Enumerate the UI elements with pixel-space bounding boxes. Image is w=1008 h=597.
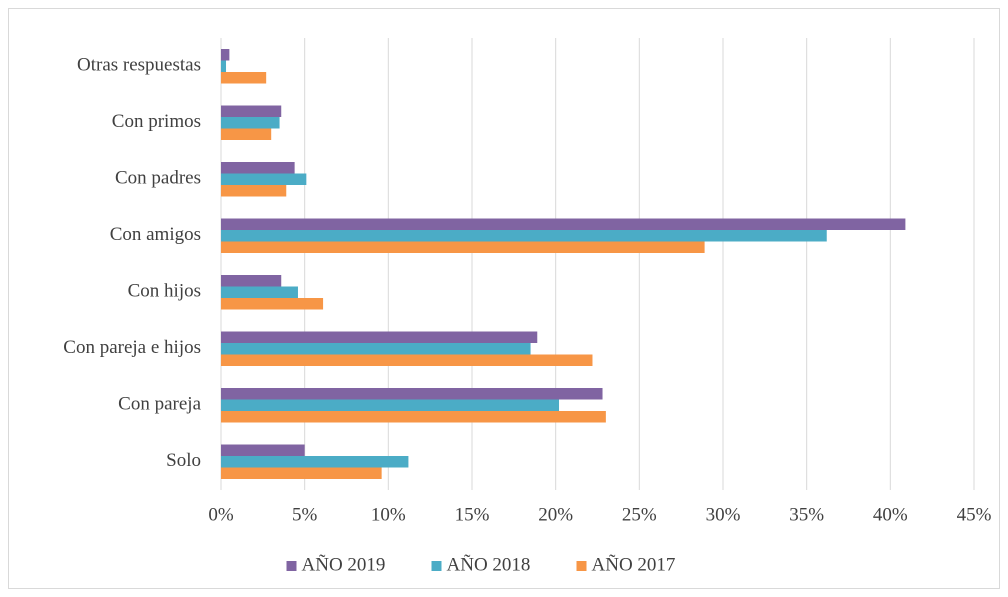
x-tick-label: 45%	[957, 504, 992, 525]
bar	[221, 298, 324, 310]
bar	[221, 117, 280, 129]
x-tick-label: 25%	[622, 504, 657, 525]
bar	[221, 105, 282, 117]
y-tick-label: Solo	[166, 450, 201, 471]
bar	[221, 230, 827, 242]
y-tick-label: Con padres	[115, 168, 201, 189]
bar	[221, 162, 295, 174]
y-tick-label: Con amigos	[110, 224, 201, 245]
x-tick-label: 15%	[455, 504, 490, 525]
x-tick-label: 35%	[789, 504, 824, 525]
bar	[221, 456, 409, 468]
bar	[221, 60, 227, 72]
bar	[221, 173, 307, 185]
bar	[221, 388, 603, 400]
legend-label: AÑO 2018	[447, 553, 531, 575]
bar	[221, 467, 382, 479]
bar	[221, 399, 560, 411]
x-tick-label: 0%	[208, 504, 234, 525]
x-tick-label: 20%	[538, 504, 573, 525]
bar	[221, 354, 593, 366]
bar	[221, 218, 906, 230]
bar	[221, 275, 282, 287]
legend-swatch	[431, 561, 442, 571]
bar	[221, 286, 298, 298]
legend-swatch	[576, 561, 587, 571]
bar	[221, 411, 606, 423]
legend-label: AÑO 2017	[592, 553, 676, 575]
bar	[221, 128, 272, 140]
bar	[221, 72, 267, 84]
y-tick-label: Con hijos	[128, 281, 201, 302]
x-tick-label: 30%	[706, 504, 741, 525]
x-tick-label: 10%	[371, 504, 406, 525]
x-tick-label: 40%	[873, 504, 908, 525]
bar	[221, 331, 538, 343]
x-tick-label: 5%	[292, 504, 318, 525]
chart-frame	[8, 8, 1000, 589]
bar	[221, 343, 531, 355]
bar	[221, 241, 705, 253]
bar	[221, 49, 230, 61]
y-tick-label: Con pareja	[118, 394, 201, 415]
y-tick-label: Con primos	[112, 111, 201, 132]
bar	[221, 444, 305, 456]
y-tick-label: Con pareja e hijos	[63, 337, 201, 358]
legend-label: AÑO 2019	[302, 553, 386, 575]
y-tick-label: Otras respuestas	[77, 55, 201, 76]
legend-swatch	[286, 561, 297, 571]
bar	[221, 185, 287, 197]
